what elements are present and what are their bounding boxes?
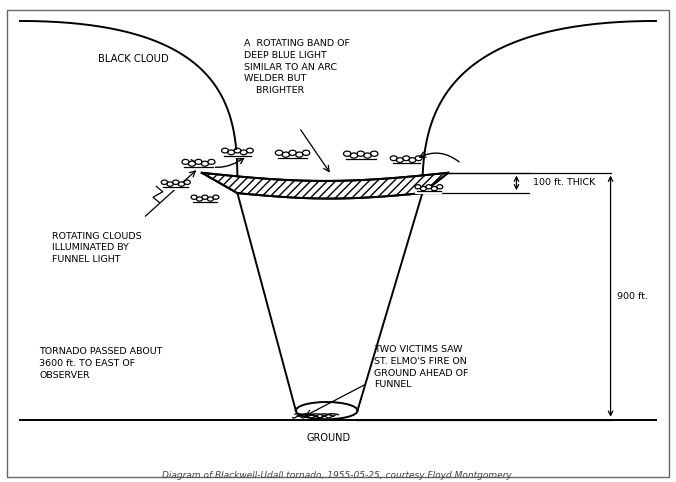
Text: A  ROTATING BAND OF
DEEP BLUE LIGHT
SIMILAR TO AN ARC
WELDER BUT
    BRIGHTER: A ROTATING BAND OF DEEP BLUE LIGHT SIMIL… (244, 39, 349, 95)
Text: 100 ft. THICK: 100 ft. THICK (533, 178, 595, 187)
FancyBboxPatch shape (344, 153, 378, 161)
Text: ROTATING CLOUDS
ILLUMINATED BY
FUNNEL LIGHT: ROTATING CLOUDS ILLUMINATED BY FUNNEL LI… (53, 232, 142, 264)
Text: GROUND: GROUND (306, 433, 350, 443)
Text: BLACK CLOUD: BLACK CLOUD (98, 54, 169, 65)
Text: Diagram of Blackwell-Udall tornado, 1955-05-25, courtesy Floyd Montgomery.: Diagram of Blackwell-Udall tornado, 1955… (162, 470, 514, 480)
Text: TORNADO PASSED ABOUT
3600 ft. TO EAST OF
OBSERVER: TORNADO PASSED ABOUT 3600 ft. TO EAST OF… (39, 347, 163, 380)
Text: 900 ft.: 900 ft. (617, 292, 648, 301)
FancyBboxPatch shape (391, 158, 422, 166)
FancyBboxPatch shape (183, 161, 215, 170)
FancyBboxPatch shape (162, 182, 190, 189)
FancyBboxPatch shape (191, 197, 218, 204)
FancyBboxPatch shape (415, 187, 443, 194)
Text: TWO VICTIMS SAW
ST. ELMO'S FIRE ON
GROUND AHEAD OF
FUNNEL: TWO VICTIMS SAW ST. ELMO'S FIRE ON GROUN… (374, 345, 468, 389)
Polygon shape (201, 173, 448, 199)
FancyBboxPatch shape (276, 152, 310, 161)
FancyBboxPatch shape (222, 150, 253, 158)
